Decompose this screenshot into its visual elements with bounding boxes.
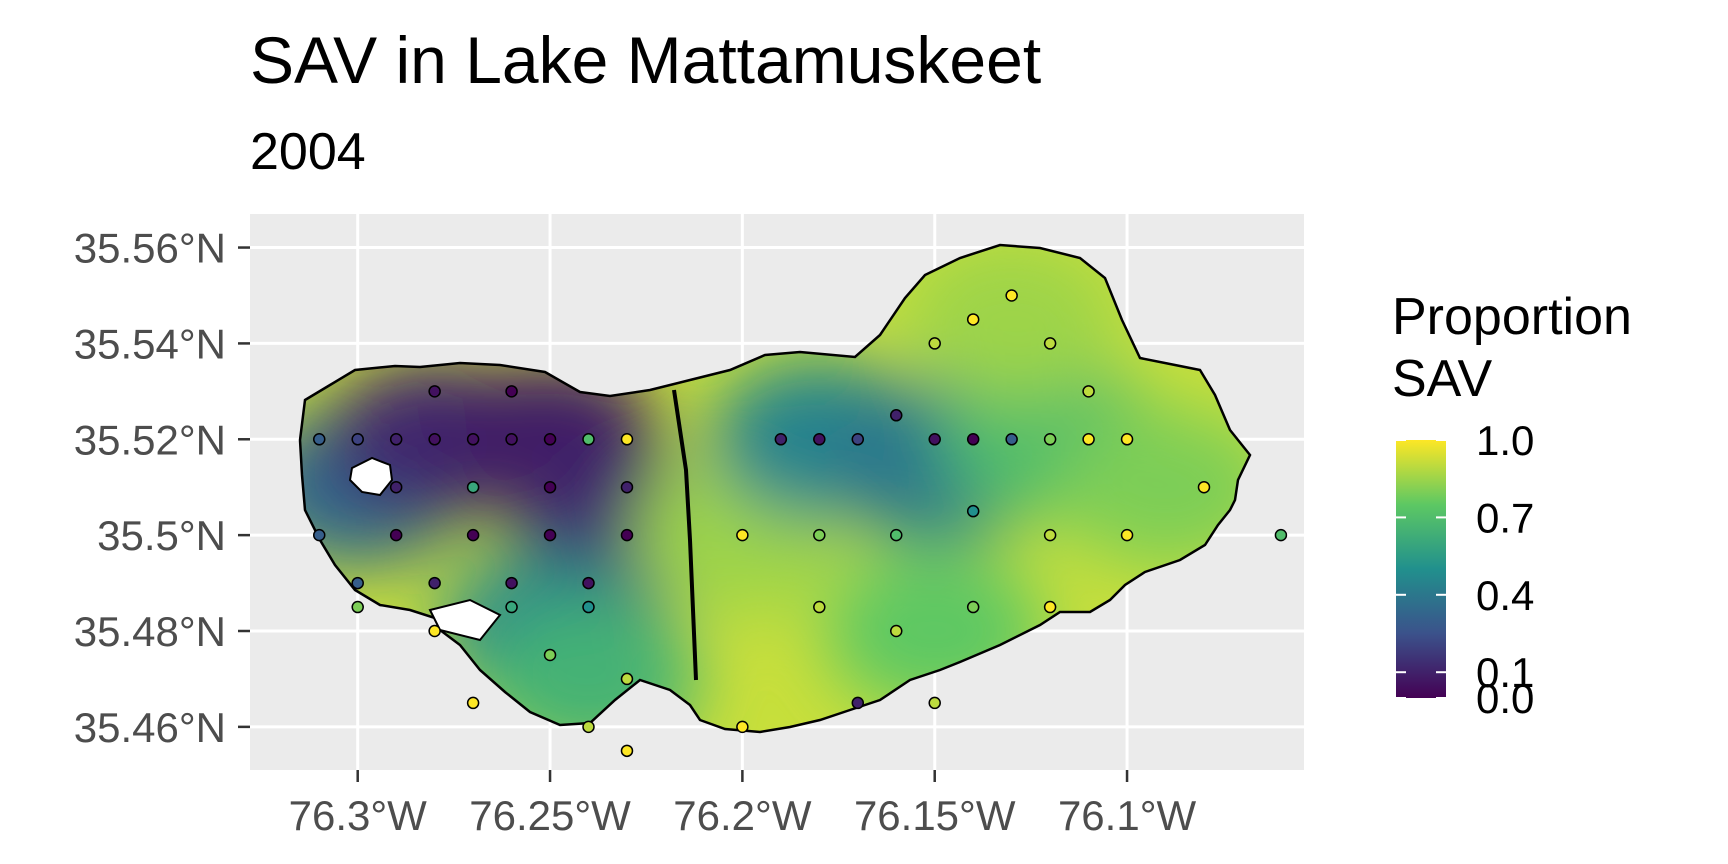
sample-point: [351, 600, 364, 614]
sample-point: [889, 528, 903, 542]
y-tick-label: 35.48°N: [74, 608, 226, 655]
surface-blob: [901, 245, 1122, 400]
sample-point: [813, 528, 826, 542]
sample-point: [736, 528, 749, 542]
sample-point: [1043, 528, 1057, 542]
sample-point: [1043, 433, 1057, 446]
sample-point: [889, 409, 903, 422]
sample-point: [620, 528, 634, 542]
sample-point: [1082, 433, 1095, 446]
sample-point: [620, 672, 634, 686]
x-tick-label: 76.3°W: [289, 792, 428, 839]
colorbar-label: 0.0: [1476, 675, 1534, 722]
sample-point: [620, 433, 634, 446]
sample-point: [966, 600, 980, 614]
sample-point: [851, 433, 865, 446]
sample-point: [966, 504, 980, 518]
legend-title: Proportion SAV: [1392, 286, 1632, 410]
colorbar-label: 0.7: [1476, 494, 1534, 541]
sample-point: [312, 528, 326, 542]
sample-point: [466, 480, 480, 494]
sample-point: [851, 696, 865, 710]
sample-point: [582, 576, 595, 590]
island-shape: [348, 456, 394, 497]
sample-point: [428, 576, 441, 590]
y-tick-label: 35.5°N: [97, 512, 226, 559]
map-subtitle: 2004: [250, 123, 366, 181]
sample-point: [466, 696, 480, 710]
sample-point: [620, 480, 634, 494]
map-title: SAV in Lake Mattamuskeet: [250, 23, 1042, 97]
sample-point: [928, 337, 941, 350]
sample-point: [966, 433, 980, 446]
sample-point: [582, 433, 595, 446]
x-axis: 76.3°W 76.25°W 76.2°W 76.15°W 76.1°W: [289, 770, 1197, 839]
colorbar-label: 0.1: [1476, 649, 1534, 696]
y-tick-label: 35.52°N: [74, 416, 226, 463]
sample-point: [928, 433, 941, 446]
colorbar-ticks: 1.0 0.7 0.4 0.10.0: [1396, 417, 1534, 722]
sample-point: [543, 648, 557, 662]
causeway-line: [672, 389, 698, 681]
sample-point: [389, 528, 403, 542]
sample-point: [312, 433, 326, 446]
sample-point: [813, 600, 826, 614]
y-axis: 35.56°N 35.54°N 35.52°N 35.5°N 35.48°N 35.46°…: [74, 225, 250, 751]
sample-point: [1082, 385, 1095, 398]
sample-point: [1274, 528, 1288, 542]
sample-point: [966, 313, 980, 326]
sample-point: [582, 600, 595, 614]
sample-point: [389, 480, 403, 494]
sample-point: [428, 624, 441, 638]
sample-point: [1043, 600, 1057, 614]
sample-point: [428, 433, 441, 446]
y-tick-label: 35.54°N: [74, 320, 226, 367]
y-tick-label: 35.46°N: [74, 704, 226, 751]
sample-point: [428, 385, 441, 398]
sample-point: [889, 624, 903, 638]
y-tick-label: 35.56°N: [74, 225, 226, 272]
x-tick-label: 76.1°W: [1058, 792, 1197, 839]
sample-point: [774, 433, 788, 446]
sample-points: [312, 289, 1288, 758]
sample-point: [351, 576, 364, 590]
sample-point: [505, 600, 518, 614]
sample-point: [1005, 433, 1018, 446]
sample-point: [582, 720, 595, 734]
x-tick-label: 76.15°W: [854, 792, 1016, 839]
sample-point: [1197, 480, 1211, 494]
sample-point: [1120, 433, 1134, 446]
sample-point: [543, 480, 557, 494]
colorbar-label: 0.4: [1476, 572, 1534, 619]
x-tick-label: 76.2°W: [673, 792, 812, 839]
legend-title-line1: Proportion: [1392, 288, 1632, 346]
sample-point: [351, 433, 364, 446]
sample-point: [1043, 337, 1057, 350]
sample-point: [543, 433, 557, 446]
sample-point: [620, 744, 634, 758]
sample-point: [505, 576, 518, 590]
sample-point: [505, 433, 518, 446]
sample-point: [928, 696, 941, 710]
sample-point: [813, 433, 826, 446]
sample-point: [1120, 528, 1134, 542]
legend-title-line2: SAV: [1392, 350, 1493, 408]
sample-point: [466, 433, 480, 446]
colorbar-rect: [1396, 440, 1446, 698]
sample-point: [466, 528, 480, 542]
sample-point: [543, 528, 557, 542]
sample-point: [505, 385, 518, 398]
sample-point: [1005, 289, 1018, 302]
sample-point: [736, 720, 749, 734]
x-tick-label: 76.25°W: [469, 792, 631, 839]
legend-colorbar: 1.0 0.7 0.4 0.10.0: [1396, 417, 1534, 722]
sample-point: [389, 433, 403, 446]
colorbar-label: 1.0: [1476, 417, 1534, 464]
